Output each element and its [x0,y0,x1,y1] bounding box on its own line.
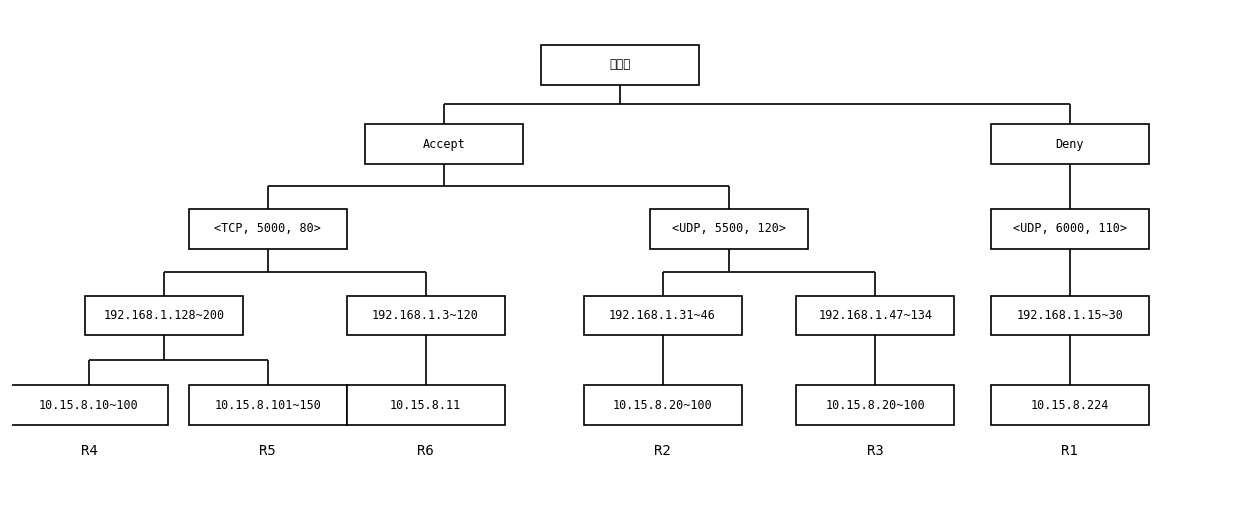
Text: 192.168.1.15~30: 192.168.1.15~30 [1017,309,1123,322]
Text: R6: R6 [417,444,434,458]
FancyBboxPatch shape [188,209,346,248]
Text: 192.168.1.128~200: 192.168.1.128~200 [104,309,224,322]
Text: 192.168.1.31~46: 192.168.1.31~46 [609,309,715,322]
Text: Deny: Deny [1055,138,1084,151]
FancyBboxPatch shape [991,209,1148,248]
Text: Accept: Accept [423,138,465,151]
FancyBboxPatch shape [346,296,505,336]
Text: <TCP, 5000, 80>: <TCP, 5000, 80> [215,222,321,235]
Text: 10.15.8.20~100: 10.15.8.20~100 [613,399,713,412]
Text: R2: R2 [655,444,671,458]
FancyBboxPatch shape [991,385,1148,425]
Text: 10.15.8.11: 10.15.8.11 [389,399,461,412]
Text: R5: R5 [259,444,277,458]
Text: R1: R1 [1061,444,1078,458]
Text: 10.15.8.101~150: 10.15.8.101~150 [215,399,321,412]
FancyBboxPatch shape [650,209,808,248]
FancyBboxPatch shape [796,385,954,425]
Text: 10.15.8.20~100: 10.15.8.20~100 [826,399,925,412]
FancyBboxPatch shape [188,385,346,425]
FancyBboxPatch shape [991,296,1148,336]
FancyBboxPatch shape [584,296,742,336]
FancyBboxPatch shape [346,385,505,425]
FancyBboxPatch shape [584,385,742,425]
FancyBboxPatch shape [991,124,1148,164]
Text: 192.168.1.47~134: 192.168.1.47~134 [818,309,932,322]
Text: <UDP, 5500, 120>: <UDP, 5500, 120> [672,222,786,235]
Text: R3: R3 [867,444,884,458]
Text: 10.15.8.10~100: 10.15.8.10~100 [40,399,139,412]
FancyBboxPatch shape [86,296,243,336]
FancyBboxPatch shape [796,296,954,336]
Text: <UDP, 6000, 110>: <UDP, 6000, 110> [1013,222,1127,235]
Text: 192.168.1.3~120: 192.168.1.3~120 [372,309,479,322]
Text: 10.15.8.224: 10.15.8.224 [1030,399,1109,412]
FancyBboxPatch shape [365,124,523,164]
FancyBboxPatch shape [10,385,167,425]
Text: 规则集: 规则集 [609,58,631,71]
Text: R4: R4 [81,444,97,458]
FancyBboxPatch shape [541,45,699,85]
